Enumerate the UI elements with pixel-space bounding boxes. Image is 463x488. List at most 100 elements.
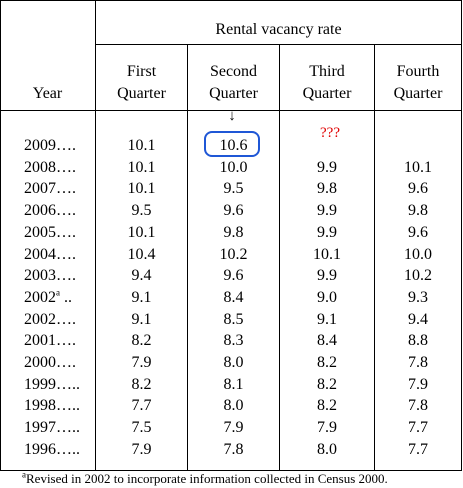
group-header-rule (95, 44, 462, 45)
q1-q2-divider (187, 44, 188, 471)
column-header-q3-line2: Quarter (302, 85, 352, 102)
cell-q4: 7.7 (408, 441, 428, 458)
cell-q4: 9.3 (408, 289, 428, 306)
cell-q1: 7.7 (131, 397, 152, 414)
cell-q3: 8.2 (317, 376, 337, 393)
row-year-label: 2005…. (24, 224, 76, 241)
table-top-rule (0, 0, 462, 1)
row-year-label: 2007…. (24, 180, 76, 197)
table-right-border (461, 0, 462, 471)
cell-q2: 9.6 (223, 202, 244, 219)
row-year-label: 1998….. (24, 397, 80, 414)
cell-q3: 7.9 (317, 419, 337, 436)
cell-q4: 9.4 (408, 311, 428, 328)
row-year-footnote-marker: a (56, 287, 60, 298)
cell-q4: 9.6 (408, 180, 428, 197)
cell-q2: 7.9 (223, 419, 244, 436)
cell-q1: 10.4 (127, 246, 156, 263)
cell-q3: 9.9 (317, 267, 337, 284)
column-header-year: Year (32, 85, 63, 102)
row-year: 1996….. (24, 441, 80, 459)
column-header-q2-line2: Quarter (209, 85, 258, 102)
cell-q2: 9.6 (223, 267, 244, 284)
cell-q2: 10.0 (219, 159, 248, 176)
table-left-border (0, 0, 1, 471)
row-year-leader: .. (60, 289, 72, 306)
row-year-label: 1997….. (24, 419, 80, 436)
cell-q1: 10.1 (127, 180, 156, 197)
cell-q1: 7.9 (131, 441, 152, 458)
cell-q4: 10.1 (404, 159, 432, 176)
table-bottom-rule (0, 470, 462, 471)
row-year-label: 2003…. (24, 267, 76, 284)
cell-q1: 9.1 (131, 289, 152, 306)
cell-q3: 9.9 (317, 224, 337, 241)
cell-q4: 7.7 (408, 419, 428, 436)
row-year: 2005…. (24, 224, 76, 242)
row-year: 2000…. (24, 354, 76, 372)
cell-q1: 8.2 (131, 376, 152, 393)
cell-q3: 10.1 (313, 246, 341, 263)
row-year-label: 2001…. (24, 332, 76, 349)
column-header-q1-line1: First (126, 63, 157, 80)
vacancy-rate-table: Rental vacancy rate Year First Quarter S… (0, 0, 462, 471)
cell-q1: 7.9 (131, 354, 152, 371)
q2-q3-divider (279, 44, 280, 471)
cell-q4: 7.8 (408, 354, 428, 371)
group-header-rental-vacancy-rate: Rental vacancy rate (215, 21, 342, 38)
cell-q2: 8.0 (223, 397, 244, 414)
row-year-label: 2004…. (24, 246, 76, 263)
cell-q2: 8.4 (223, 289, 244, 306)
footnote-text: Revised in 2002 to incorporate informati… (26, 471, 388, 486)
cell-q3: 8.2 (317, 397, 337, 414)
highlight-circle (204, 131, 260, 157)
cell-q3: 9.1 (317, 311, 337, 328)
year-column-divider (95, 0, 96, 471)
cell-q4: 9.8 (408, 202, 428, 219)
column-header-q4-line1: Fourth (396, 63, 440, 80)
row-year: 1998….. (24, 397, 80, 415)
column-header-q1-line2: Quarter (117, 85, 166, 102)
cell-q2: 8.5 (223, 311, 244, 328)
row-year: 2004…. (24, 246, 76, 264)
cell-q1: 10.1 (127, 137, 156, 154)
cell-q3: 9.0 (317, 289, 337, 306)
cell-q2: 8.1 (223, 376, 244, 393)
row-year: 2002…. (24, 311, 76, 329)
row-year: 2001…. (24, 332, 76, 350)
cell-q4: 8.8 (408, 332, 428, 349)
cell-q1: 9.5 (131, 202, 152, 219)
row-year: 2008…. (24, 159, 76, 177)
column-header-q4-line2: Quarter (393, 85, 443, 102)
down-arrow-icon: ↓ (228, 108, 236, 124)
cell-q1: 10.1 (127, 159, 156, 176)
cell-q2: 10.6 (219, 137, 248, 154)
column-header-q2-line1: Second (209, 63, 258, 80)
row-year-label: 2002 (24, 289, 56, 306)
cell-q4: 9.6 (408, 224, 428, 241)
row-year-label: 2008…. (24, 159, 76, 176)
cell-q1: 7.5 (131, 419, 152, 436)
cell-q3: 9.9 (317, 202, 337, 219)
column-header-q3-line1: Third (309, 63, 345, 80)
row-year-label: 2002…. (24, 311, 76, 328)
cell-q1: 9.1 (131, 311, 152, 328)
cell-q4: 10.2 (404, 267, 432, 284)
cell-q2: 7.8 (223, 441, 244, 458)
cell-q1: 9.4 (131, 267, 152, 284)
q3-q4-divider (374, 44, 375, 471)
footnote: aRevised in 2002 to incorporate informat… (22, 470, 388, 487)
row-year-label: 2009…. (24, 137, 76, 154)
row-year-label: 1999….. (24, 376, 80, 393)
cell-q4: 7.9 (408, 376, 428, 393)
row-year-label: 2000…. (24, 354, 76, 371)
cell-q1: 8.2 (131, 332, 152, 349)
row-year-label: 2006…. (24, 202, 76, 219)
cell-q3: 8.2 (317, 354, 337, 371)
row-year: 1999….. (24, 376, 80, 394)
cell-q3: 9.9 (317, 159, 337, 176)
cell-q2: 9.5 (223, 180, 244, 197)
cell-q2: 9.8 (223, 224, 244, 241)
cell-q4: 7.8 (408, 397, 428, 414)
cell-q3: 8.0 (317, 441, 337, 458)
